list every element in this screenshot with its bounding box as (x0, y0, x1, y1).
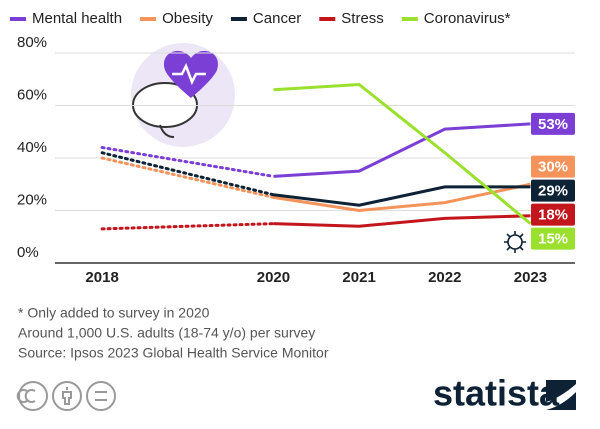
value-label: 18% (538, 207, 568, 224)
legend-label: Coronavirus* (424, 10, 511, 27)
y-tick-label: 20% (17, 191, 47, 208)
source: Source: Ipsos 2023 Global Health Service… (18, 345, 329, 361)
y-tick-label: 40% (17, 139, 47, 156)
line (100, 146, 275, 178)
value-label: 29% (538, 183, 568, 200)
y-tick-label: 0% (17, 244, 39, 261)
brand-mark (546, 380, 576, 410)
x-tick-label: 2020 (257, 269, 290, 286)
line (273, 214, 531, 228)
line (100, 222, 275, 231)
x-tick-label: 2018 (85, 269, 118, 286)
line (100, 151, 275, 197)
value-label-box (531, 227, 575, 250)
note: * Only added to survey in 2020 (18, 305, 210, 321)
health-illustration (131, 43, 235, 147)
value-label: 53% (538, 116, 568, 133)
line (273, 182, 531, 213)
line (273, 82, 532, 225)
line (100, 156, 275, 199)
value-label-box (531, 179, 575, 202)
y-tick-label: 60% (17, 86, 47, 103)
legend-label: Obesity (162, 10, 213, 27)
x-tick-label: 2023 (514, 269, 547, 286)
x-tick-label: 2021 (342, 269, 375, 286)
value-label-box (531, 112, 575, 135)
license-icons (16, 381, 116, 411)
legend-label: Stress (341, 10, 384, 27)
value-label: 15% (538, 231, 568, 248)
note: Around 1,000 U.S. adults (18-74 y/o) per… (18, 325, 315, 341)
value-label-box (531, 203, 575, 226)
value-label-box (531, 155, 575, 178)
line (273, 122, 531, 178)
value-label: 30% (538, 159, 568, 176)
y-tick-label: 80% (17, 34, 47, 51)
brand-name: statista (433, 373, 560, 414)
virus-icon (504, 231, 526, 253)
x-tick-label: 2022 (428, 269, 461, 286)
legend-label: Cancer (253, 10, 301, 27)
legend-label: Mental health (32, 10, 122, 27)
